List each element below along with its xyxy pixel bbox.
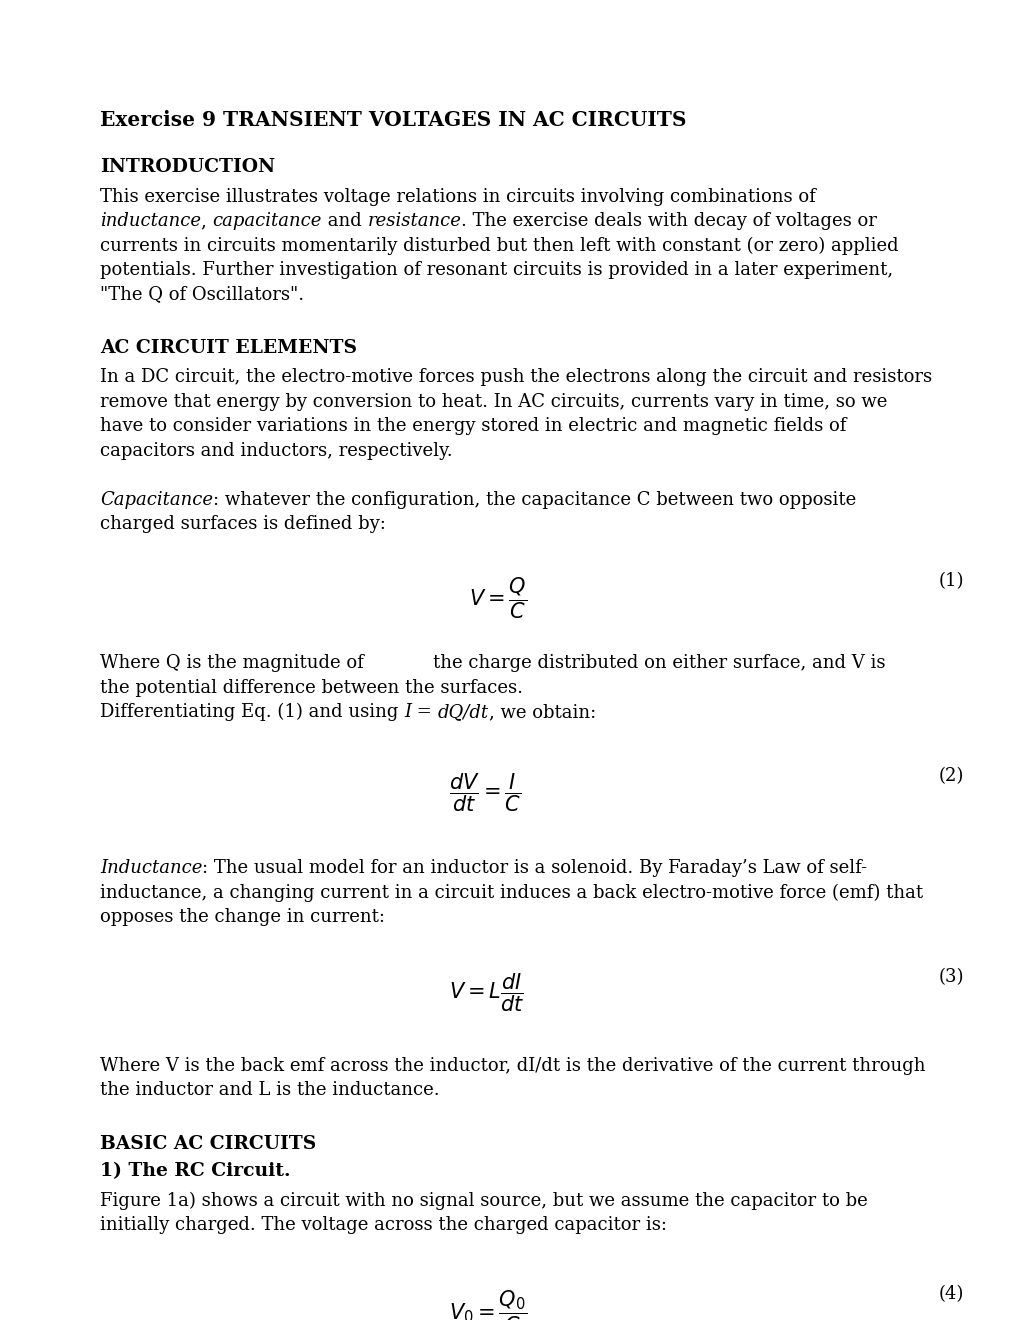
Text: $V_0 = \dfrac{Q_0}{C}$: $V_0 = \dfrac{Q_0}{C}$ bbox=[448, 1290, 527, 1320]
Text: Where Q is the magnitude of: Where Q is the magnitude of bbox=[100, 655, 364, 672]
Text: initially charged. The voltage across the charged capacitor is:: initially charged. The voltage across th… bbox=[100, 1216, 666, 1234]
Text: This exercise illustrates voltage relations in circuits involving combinations o: This exercise illustrates voltage relati… bbox=[100, 187, 815, 206]
Text: have to consider variations in the energy stored in electric and magnetic fields: have to consider variations in the energ… bbox=[100, 417, 846, 436]
Text: Figure 1a) shows a circuit with no signal source, but we assume the capacitor to: Figure 1a) shows a circuit with no signa… bbox=[100, 1192, 867, 1209]
Text: capacitance: capacitance bbox=[212, 213, 322, 230]
Text: resistance: resistance bbox=[367, 213, 461, 230]
Text: potentials. Further investigation of resonant circuits is provided in a later ex: potentials. Further investigation of res… bbox=[100, 261, 893, 279]
Text: the potential difference between the surfaces.: the potential difference between the sur… bbox=[100, 678, 523, 697]
Text: INTRODUCTION: INTRODUCTION bbox=[100, 158, 275, 177]
Text: (2): (2) bbox=[937, 767, 963, 785]
Text: Capacitance: Capacitance bbox=[100, 491, 213, 508]
Text: $V = \dfrac{Q}{C}$: $V = \dfrac{Q}{C}$ bbox=[469, 576, 527, 622]
Text: (1): (1) bbox=[937, 572, 963, 590]
Text: Exercise 9 TRANSIENT VOLTAGES IN AC CIRCUITS: Exercise 9 TRANSIENT VOLTAGES IN AC CIRC… bbox=[100, 110, 686, 129]
Text: , we obtain:: , we obtain: bbox=[488, 704, 595, 721]
Text: capacitors and inductors, respectively.: capacitors and inductors, respectively. bbox=[100, 442, 452, 459]
Text: ,: , bbox=[201, 213, 212, 230]
Text: remove that energy by conversion to heat. In AC circuits, currents vary in time,: remove that energy by conversion to heat… bbox=[100, 393, 887, 411]
Text: Inductance: Inductance bbox=[100, 859, 202, 878]
Text: the inductor and L is the inductance.: the inductor and L is the inductance. bbox=[100, 1081, 439, 1100]
Text: inductance: inductance bbox=[100, 213, 201, 230]
Text: (3): (3) bbox=[937, 968, 963, 986]
Text: "The Q of Oscillators".: "The Q of Oscillators". bbox=[100, 285, 304, 304]
Text: 1) The RC Circuit.: 1) The RC Circuit. bbox=[100, 1162, 290, 1180]
Text: (4): (4) bbox=[937, 1286, 963, 1303]
Text: : The usual model for an inductor is a solenoid. By Faraday’s Law of self-: : The usual model for an inductor is a s… bbox=[202, 859, 866, 878]
Text: Differentiating Eq. (1) and using: Differentiating Eq. (1) and using bbox=[100, 704, 404, 721]
Text: BASIC AC CIRCUITS: BASIC AC CIRCUITS bbox=[100, 1135, 316, 1154]
Text: =: = bbox=[411, 704, 437, 721]
Text: the charge distributed on either surface, and V is: the charge distributed on either surface… bbox=[433, 655, 886, 672]
Text: Where V is the back emf across the inductor, dI/dt is the derivative of the curr: Where V is the back emf across the induc… bbox=[100, 1057, 924, 1074]
Text: dQ/dt: dQ/dt bbox=[437, 704, 488, 721]
Text: $\dfrac{dV}{dt} = \dfrac{I}{C}$: $\dfrac{dV}{dt} = \dfrac{I}{C}$ bbox=[448, 771, 521, 814]
Text: I: I bbox=[404, 704, 411, 721]
Text: currents in circuits momentarily disturbed but then left with constant (or zero): currents in circuits momentarily disturb… bbox=[100, 236, 898, 255]
Text: opposes the change in current:: opposes the change in current: bbox=[100, 908, 384, 927]
Text: In a DC circuit, the electro-motive forces push the electrons along the circuit : In a DC circuit, the electro-motive forc… bbox=[100, 368, 931, 387]
Text: inductance, a changing current in a circuit induces a back electro-motive force : inductance, a changing current in a circ… bbox=[100, 883, 922, 902]
Text: $V = L\dfrac{dI}{dt}$: $V = L\dfrac{dI}{dt}$ bbox=[448, 972, 524, 1014]
Text: and: and bbox=[322, 213, 367, 230]
Text: charged surfaces is defined by:: charged surfaces is defined by: bbox=[100, 515, 385, 533]
Text: : whatever the configuration, the capacitance C between two opposite: : whatever the configuration, the capaci… bbox=[213, 491, 855, 508]
Text: . The exercise deals with decay of voltages or: . The exercise deals with decay of volta… bbox=[461, 213, 876, 230]
Text: AC CIRCUIT ELEMENTS: AC CIRCUIT ELEMENTS bbox=[100, 339, 357, 358]
